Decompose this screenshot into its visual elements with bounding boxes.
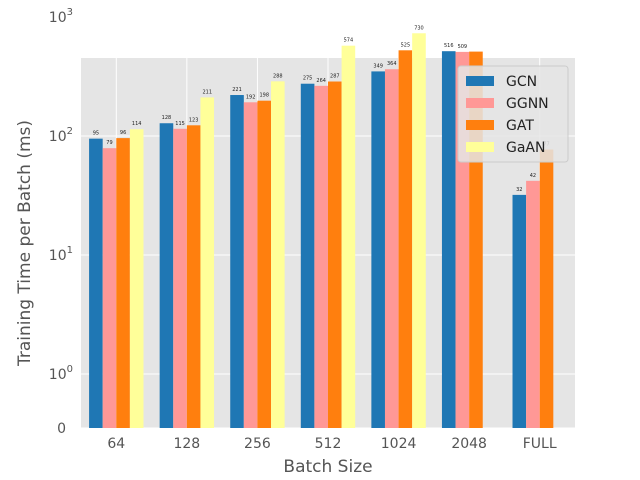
data-label: 79	[106, 140, 112, 146]
data-label: 349	[373, 63, 383, 69]
data-label: 42	[530, 173, 536, 179]
y-axis-ticks: 0 100 101 102 103	[49, 7, 73, 437]
bar-ggnn	[173, 128, 187, 428]
data-label: 114	[132, 121, 142, 127]
bar-ggnn	[314, 85, 328, 428]
data-label: 115	[175, 121, 185, 127]
data-label: 516	[444, 43, 454, 49]
x-axis-label: Batch Size	[283, 457, 372, 477]
bar-gcn	[371, 71, 385, 428]
bar-gat	[328, 81, 342, 428]
x-tick-label: 256	[244, 436, 271, 452]
data-label: 211	[202, 89, 212, 95]
data-label: 198	[259, 93, 269, 99]
x-tick-label: 128	[173, 436, 200, 452]
bar-gcn	[230, 95, 244, 428]
data-label: 192	[246, 94, 256, 100]
legend-box	[457, 65, 569, 163]
bar-gcn	[89, 138, 103, 429]
data-label: 123	[189, 117, 199, 123]
bar-gaan	[129, 129, 144, 428]
legend-label-ggnn: GGNN	[506, 96, 549, 112]
bar-gaan	[271, 81, 285, 429]
bar-ggnn	[102, 148, 117, 428]
bar-gcn	[159, 123, 174, 429]
bar-gaan	[412, 33, 426, 428]
x-tick-label: 1024	[381, 436, 417, 452]
bar-ggnn	[526, 180, 540, 428]
y-tick-label: 0	[57, 421, 66, 437]
legend-swatch-ggnn	[466, 98, 494, 108]
bar-gat	[257, 100, 272, 429]
legend-swatch-gcn	[466, 76, 494, 86]
bar-gat	[116, 138, 130, 428]
x-tick-label: 2048	[451, 436, 487, 452]
y-tick-label: 102	[49, 126, 73, 145]
data-label: 509	[458, 44, 468, 50]
bar-gat	[398, 50, 413, 428]
legend-swatch-gaan	[466, 142, 494, 152]
bar-gaan	[341, 45, 356, 428]
bars	[89, 33, 554, 429]
legend-label-gaan: GaAN	[506, 140, 545, 156]
legend-label-gat: GAT	[506, 118, 534, 134]
bar-gcn	[512, 194, 527, 428]
bar-gaan	[200, 97, 215, 428]
x-axis-ticks: 64 128 256 512 1024 2048 FULL	[107, 436, 556, 452]
bar-gat	[186, 125, 201, 428]
y-axis-label: Training Time per Batch (ms)	[15, 120, 35, 367]
data-label: 525	[401, 42, 411, 48]
data-label: 364	[387, 61, 397, 67]
x-tick-label: FULL	[523, 436, 557, 452]
data-label: 288	[273, 73, 283, 79]
data-label: 221	[232, 87, 242, 93]
x-tick-label: 512	[315, 436, 342, 452]
bar-gcn	[441, 51, 456, 428]
data-label: 730	[414, 25, 424, 31]
x-tick-label: 64	[107, 436, 125, 452]
bar-gcn	[300, 83, 315, 428]
data-label: 128	[162, 115, 172, 121]
bar-gat	[539, 149, 554, 428]
data-label: 264	[316, 78, 326, 84]
y-tick-label: 103	[49, 7, 73, 26]
y-tick-label: 101	[49, 245, 73, 264]
data-label: 95	[93, 131, 99, 137]
data-label: 574	[344, 38, 354, 44]
bar-ggnn	[384, 69, 399, 428]
data-label: 96	[120, 130, 126, 136]
data-label: 287	[330, 74, 340, 80]
data-label: 32	[516, 187, 522, 193]
legend: GCN GGNN GAT GaAN	[457, 65, 569, 163]
data-label: 275	[303, 76, 313, 82]
bar-ggnn	[243, 102, 258, 428]
y-tick-label: 100	[49, 364, 73, 383]
legend-swatch-gat	[466, 120, 494, 130]
legend-label-gcn: GCN	[506, 74, 537, 90]
